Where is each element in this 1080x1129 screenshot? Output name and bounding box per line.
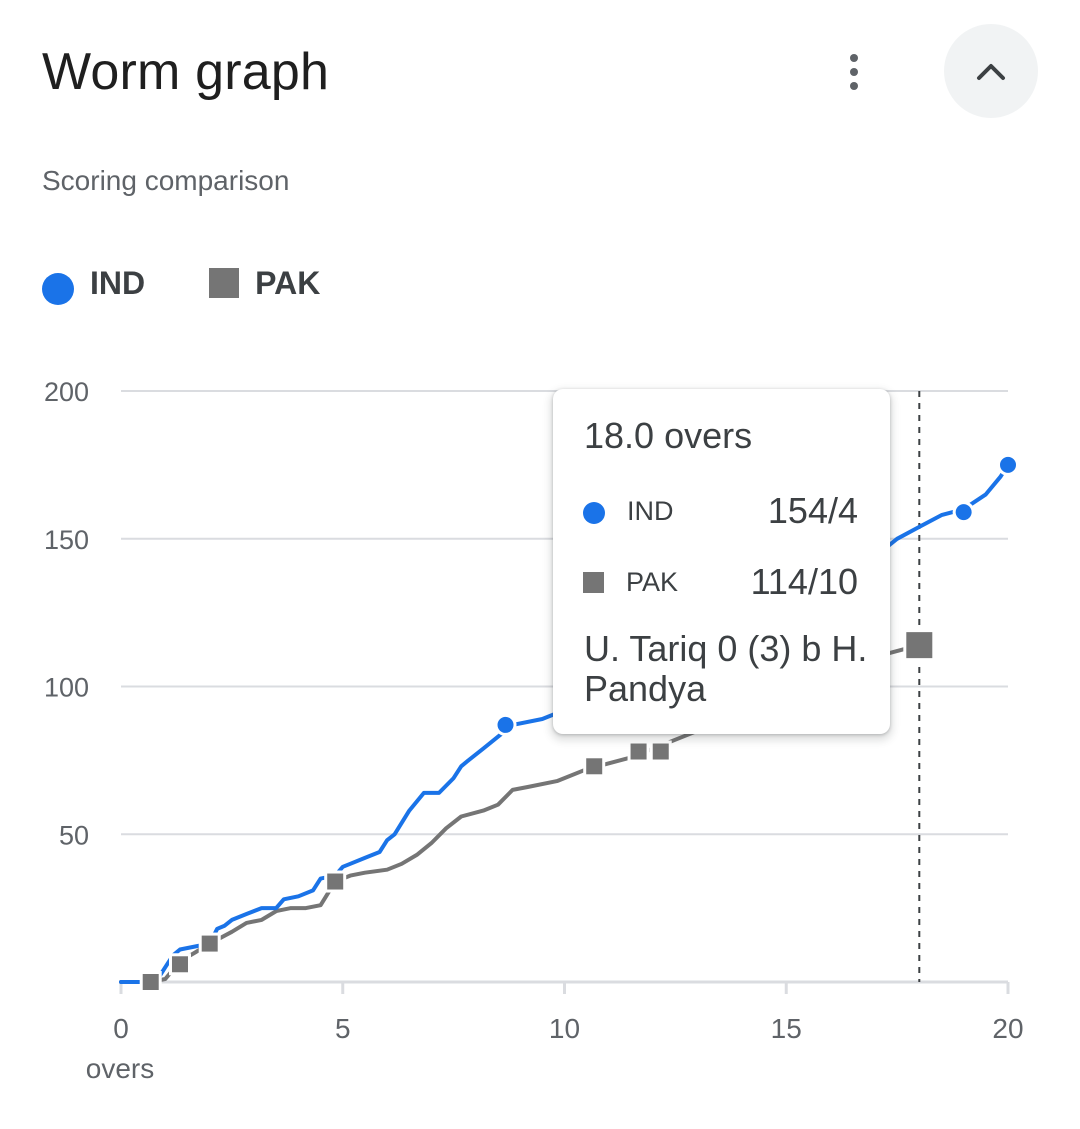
- data-point-pak: [142, 974, 159, 990]
- data-point-pak: [652, 743, 669, 760]
- x-axis-label: overs: [86, 1053, 154, 1084]
- tooltip-team: PAK: [626, 566, 679, 597]
- legend-item-pak[interactable]: PAK: [209, 265, 320, 302]
- circle-marker-icon: [42, 273, 74, 305]
- data-point-pak: [171, 956, 188, 973]
- x-tick-label: 5: [335, 1013, 351, 1044]
- data-point-ind: [497, 716, 514, 733]
- y-tick-label: 200: [44, 377, 89, 407]
- data-point-pak: [327, 873, 344, 890]
- page-title: Worm graph: [42, 43, 330, 101]
- tooltip-score: 154/4: [767, 490, 858, 531]
- tooltip-team: IND: [627, 495, 674, 526]
- x-tick-label: 20: [992, 1013, 1023, 1044]
- legend-label: IND: [90, 264, 146, 301]
- square-marker-icon: [209, 268, 240, 298]
- data-point-pak: [906, 632, 933, 659]
- more-vert-icon-dot: [850, 68, 858, 76]
- x-tick-label: 15: [771, 1013, 802, 1044]
- tooltip-event: U. Tariq 0 (3) b H. Pandya: [584, 628, 868, 709]
- chart-legend: IND PAK: [42, 258, 384, 308]
- chevron-up-icon: [977, 64, 1005, 80]
- x-tick-label: 10: [549, 1013, 580, 1044]
- legend-item-ind[interactable]: IND: [42, 261, 145, 305]
- data-point-pak: [586, 758, 603, 775]
- x-tick-label: 0: [113, 1013, 129, 1044]
- tooltip-row-pak: PAK 114/10: [583, 560, 858, 604]
- more-options-button[interactable]: [830, 46, 878, 98]
- legend-label: PAK: [255, 264, 321, 301]
- more-vert-icon-dot: [850, 82, 858, 90]
- data-point-ind: [955, 504, 972, 521]
- tooltip-row-ind: IND 154/4: [583, 489, 858, 533]
- data-point-ind: [1000, 456, 1016, 473]
- more-vert-icon: [850, 54, 858, 62]
- data-point-pak: [201, 935, 218, 952]
- tooltip-score: 114/10: [750, 561, 858, 602]
- collapse-button[interactable]: [944, 24, 1038, 118]
- data-point-pak: [630, 743, 647, 760]
- tooltip-title: 18.0 overs: [584, 415, 753, 456]
- y-tick-label: 50: [59, 820, 89, 850]
- circle-marker-icon: [583, 502, 605, 524]
- y-tick-label: 100: [44, 673, 89, 703]
- square-marker-icon: [583, 571, 604, 593]
- chart-tooltip: 18.0 overs IND 154/4 PAK 114/10 U. Tariq…: [553, 389, 890, 734]
- chart-subtitle: Scoring comparison: [42, 165, 290, 196]
- y-tick-label: 150: [44, 525, 89, 555]
